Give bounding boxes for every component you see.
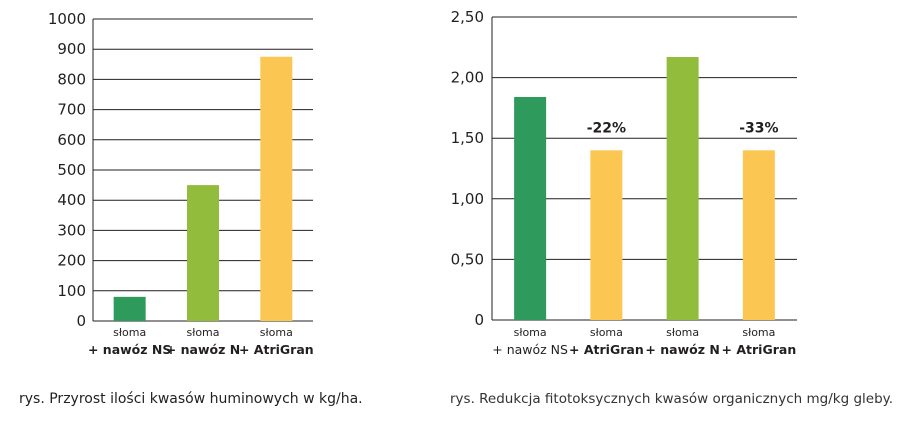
x-category-label-line1: słoma	[260, 326, 293, 339]
x-category-label-line1: słoma	[514, 326, 547, 339]
x-category-label-line2: + nawóz NS	[88, 342, 171, 357]
x-category-label-line2: + AtriGran	[722, 342, 797, 357]
x-category-label-line1: słoma	[590, 326, 623, 339]
x-category-label-line1: słoma	[186, 326, 219, 339]
y-tick-label: 400	[57, 191, 86, 209]
y-tick-label: 300	[57, 221, 86, 239]
bar	[742, 150, 775, 320]
bar	[187, 185, 219, 321]
x-category-label-line2: + nawóz NS	[492, 342, 568, 357]
y-tick-label: 1,00	[451, 190, 484, 208]
bar	[514, 96, 547, 320]
y-tick-label: 0,50	[451, 250, 484, 268]
y-tick-label: 800	[57, 70, 86, 88]
y-tick-label: 100	[57, 282, 86, 300]
bar	[666, 56, 699, 320]
x-category-label-line2: + nawóz N	[645, 342, 719, 357]
x-category-label-line2: + nawóz N	[166, 342, 240, 357]
y-tick-label: 200	[57, 252, 86, 270]
y-tick-label: 1000	[48, 10, 86, 28]
bar	[590, 150, 623, 320]
x-category-label-line1: słoma	[113, 326, 146, 339]
y-tick-label: 0	[474, 311, 484, 329]
y-tick-label: 2,00	[451, 69, 484, 87]
y-tick-label: 0	[76, 312, 86, 330]
bar-annotation: -22%	[587, 120, 626, 136]
bar	[113, 296, 146, 321]
x-category-label-line1: słoma	[666, 326, 699, 339]
bar-annotation: -33%	[739, 120, 778, 136]
y-tick-label: 1,50	[451, 129, 484, 147]
x-category-label-line2: + AtriGran	[239, 342, 314, 357]
y-tick-label: 500	[57, 161, 86, 179]
bar	[260, 56, 293, 321]
caption-left: rys. Przyrost ilości kwasów huminowych w…	[19, 391, 363, 407]
x-category-label-line1: słoma	[742, 326, 775, 339]
y-tick-label: 900	[57, 40, 86, 58]
caption-right: rys. Redukcja fitotoksycznych kwasów org…	[450, 391, 893, 407]
y-tick-label: 700	[57, 101, 86, 119]
y-tick-label: 600	[57, 131, 86, 149]
y-tick-label: 2,50	[451, 8, 484, 26]
x-category-label-line2: + AtriGran	[569, 342, 644, 357]
